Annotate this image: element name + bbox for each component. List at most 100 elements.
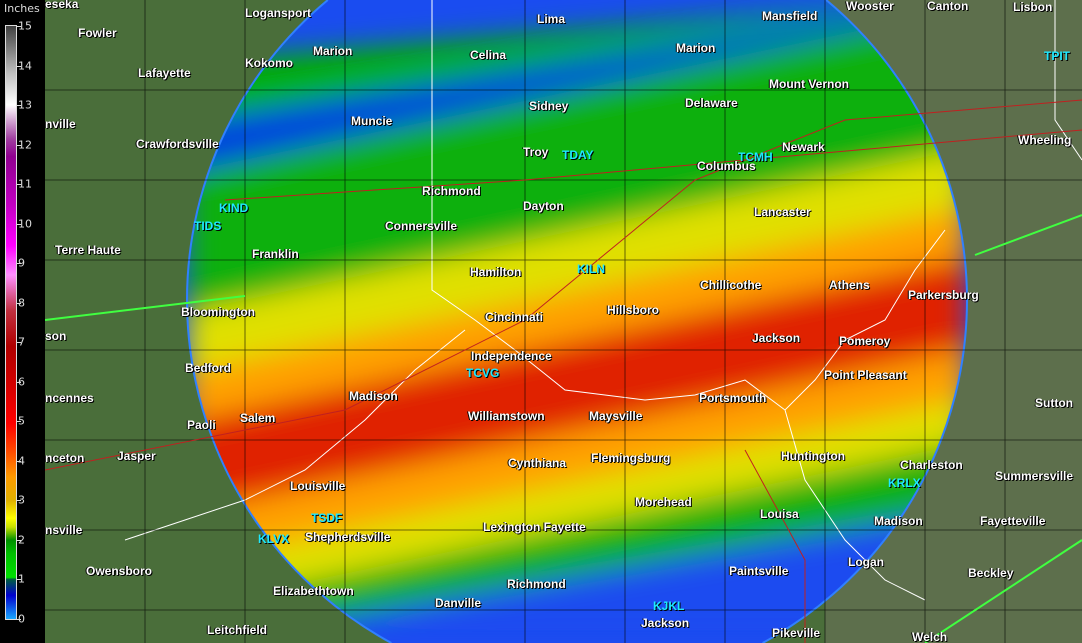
city-label: Independence <box>471 349 552 363</box>
city-label: Sidney <box>529 99 569 113</box>
radar-site-label[interactable]: KILN <box>577 262 605 276</box>
radar-site-label[interactable]: KJKL <box>653 599 685 613</box>
city-label: Crawfordsville <box>136 137 219 151</box>
city-label: Flemingsburg <box>591 451 671 465</box>
city-label: Charleston <box>900 458 963 472</box>
legend-label: 15 <box>18 19 32 33</box>
city-label: Beckley <box>968 566 1014 580</box>
precip-band <box>187 208 967 432</box>
legend-tick <box>16 263 21 265</box>
city-label: Dayton <box>523 199 564 213</box>
city-label: nville <box>45 117 76 131</box>
city-label: Lancaster <box>754 205 811 219</box>
city-label: Lexington Fayette <box>483 520 586 534</box>
radar-site-label[interactable]: TIDS <box>194 219 222 233</box>
city-label: Paintsville <box>729 564 789 578</box>
city-label: Welch <box>912 630 948 643</box>
city-label: Columbus <box>697 159 756 173</box>
city-label: Wheeling <box>1018 133 1072 147</box>
legend-label: 2 <box>18 533 25 547</box>
city-label: Lisbon <box>1013 0 1053 14</box>
city-label: Williamstown <box>468 409 545 423</box>
precip-band <box>187 348 967 572</box>
legend-tick <box>16 65 21 67</box>
city-label: Hamilton <box>470 265 522 279</box>
city-label: Madison <box>349 389 398 403</box>
city-label: Logan <box>848 555 884 569</box>
city-label: Delaware <box>685 96 738 110</box>
city-label: Madison <box>874 514 923 528</box>
city-label: eseka <box>45 0 79 11</box>
city-label: Celina <box>470 48 507 62</box>
city-label: Terre Haute <box>55 243 121 257</box>
precip-band <box>187 0 967 172</box>
precip-band <box>187 443 967 643</box>
city-label: Owensboro <box>86 564 153 578</box>
precip-legend: Inches 15 14 13 12 11 10 9 8 7 6 5 4 3 2 1 0 <box>0 0 45 643</box>
city-label: nceton <box>45 451 85 465</box>
city-label: Jackson <box>752 331 801 345</box>
city-label: Hillsboro <box>607 303 660 317</box>
legend-label: 9 <box>18 256 25 270</box>
legend-tick <box>16 539 21 541</box>
city-label: nsville <box>45 523 83 537</box>
radar-site-label[interactable]: TPIT <box>1044 49 1070 63</box>
legend-tick <box>16 302 21 304</box>
city-label: Marion <box>676 41 716 55</box>
city-label: Huntington <box>781 449 845 463</box>
radar-site-label[interactable]: TSDF <box>311 511 343 525</box>
city-label: Franklin <box>252 247 299 261</box>
city-label: Muncie <box>351 114 393 128</box>
legend-label: 3 <box>18 493 25 507</box>
legend-tick <box>16 105 21 107</box>
city-label: Salem <box>240 411 276 425</box>
city-label: Pikeville <box>772 626 821 640</box>
city-label: Sutton <box>1035 396 1073 410</box>
city-label: Athens <box>829 278 870 292</box>
legend-label: 7 <box>18 335 25 349</box>
city-label: Jackson <box>641 616 690 630</box>
radar-coverage <box>187 0 967 643</box>
city-label: Troy <box>523 145 549 159</box>
legend-tick <box>16 381 21 383</box>
legend-tick <box>16 184 21 186</box>
city-label: Logansport <box>245 6 311 20</box>
city-label: Wooster <box>846 0 894 13</box>
legend-tick <box>16 619 21 620</box>
city-label: Richmond <box>507 577 566 591</box>
precip-band <box>187 258 967 522</box>
city-label: ncennes <box>45 391 94 405</box>
legend-tick <box>16 223 21 225</box>
state-borders <box>124 0 1082 601</box>
city-label: Point Pleasant <box>824 368 907 382</box>
city-label: Mansfield <box>762 9 818 23</box>
map-canvas[interactable] <box>45 0 1082 643</box>
radar-site-label[interactable]: KIND <box>219 201 249 215</box>
legend-tick <box>16 26 21 27</box>
city-label: Marion <box>313 44 353 58</box>
radar-range-ring <box>186 0 968 643</box>
radar-site-label[interactable]: KRLX <box>888 476 921 490</box>
city-label: Shepherdsville <box>305 530 391 544</box>
legend-label: 6 <box>18 375 25 389</box>
city-label: Chillicothe <box>700 278 762 292</box>
county-borders <box>45 0 1082 643</box>
city-label: Fayetteville <box>980 514 1046 528</box>
legend-title: Inches <box>4 2 40 15</box>
legend-tick <box>16 500 21 502</box>
city-label: Paoli <box>187 418 216 432</box>
city-label: Maysville <box>589 409 643 423</box>
legend-tick <box>16 342 21 344</box>
legend-label: 12 <box>18 138 32 152</box>
city-label: Lafayette <box>138 66 191 80</box>
city-label: Cynthiana <box>508 456 567 470</box>
city-label: Bedford <box>185 361 231 375</box>
radar-site-label[interactable]: TDAY <box>562 148 594 162</box>
radar-site-label[interactable]: TCMH <box>738 150 773 164</box>
radar-site-label[interactable]: TCVG <box>466 366 500 380</box>
radar-site-label[interactable]: KLVX <box>258 532 290 546</box>
legend-label: 1 <box>18 572 25 586</box>
legend-tick <box>16 579 21 581</box>
legend-colorbar <box>5 25 17 620</box>
